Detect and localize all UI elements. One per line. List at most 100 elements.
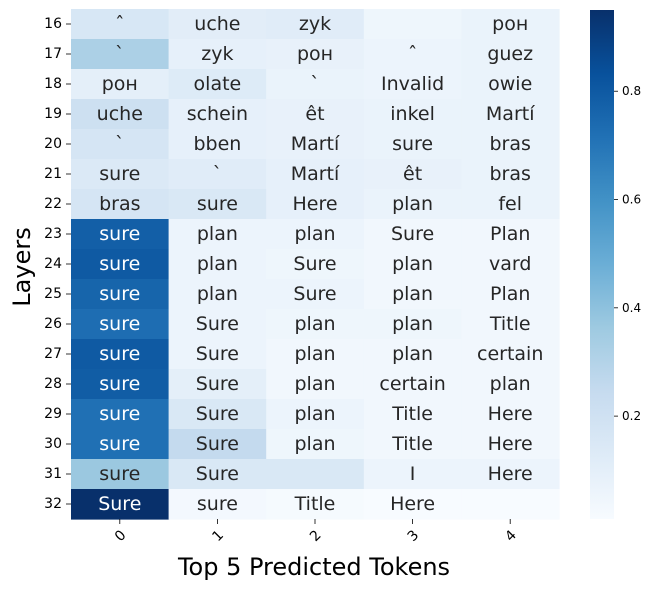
cell-token-label: plan (294, 313, 335, 335)
heatmap-cell (363, 489, 462, 520)
heatmap-cell (168, 489, 267, 520)
heatmap-cell (461, 249, 560, 280)
cell-token-label: zyk (299, 13, 331, 35)
heatmap-cell (168, 189, 267, 220)
heatmap-cell (168, 279, 267, 310)
heatmap-cell (168, 249, 267, 280)
cell-token-label: Sure (196, 313, 239, 335)
heatmap-cell (266, 429, 365, 460)
cell-token-label: owie (488, 73, 532, 95)
cell-token-label: sure (197, 493, 238, 515)
cell-token-label: sure (99, 403, 140, 425)
heatmap-cell (266, 369, 365, 400)
heatmap-cell (363, 129, 462, 160)
heatmap-cell (71, 99, 170, 130)
heatmap-cell (461, 279, 560, 310)
colorbar-tick-label: 0.6 (622, 193, 641, 207)
cell-token-label: fel (498, 193, 522, 215)
y-tick-label: 16 (44, 16, 62, 32)
cell-token-label: Martí (291, 163, 340, 185)
heatmap-cell (71, 429, 170, 460)
heatmap-cell (461, 99, 560, 130)
colorbar-tick-label: 0.2 (622, 409, 641, 423)
cell-token-label: guez (487, 43, 533, 65)
cell-token-label: plan (392, 283, 433, 305)
heatmap-cell (168, 429, 267, 460)
cell-token-label: Sure (196, 433, 239, 455)
heatmap-cell (363, 399, 462, 430)
cell-token-label: ` (115, 43, 125, 65)
heatmap-cell (71, 249, 170, 280)
y-axis-ticks: 16 17 18 19 20 21 22 23 24 25 26 27 28 29 30 31 32 (44, 16, 71, 512)
heatmap-cell (266, 399, 365, 430)
cell-token-label: ˆ (115, 13, 125, 35)
heatmap-cell (266, 279, 365, 310)
heatmap-cell (168, 459, 267, 490)
heatmap-cell (168, 159, 267, 190)
heatmap-cell (363, 309, 462, 340)
heatmap-cell (363, 369, 462, 400)
heatmap-cell (168, 219, 267, 250)
heatmap-cell (363, 189, 462, 220)
heatmap-cell (461, 399, 560, 430)
heatmap-cell (363, 99, 462, 130)
heatmap-cell (266, 9, 365, 40)
heatmap-cell (363, 459, 462, 490)
cell-token-label: bras (489, 133, 530, 155)
heatmap-cell (71, 69, 170, 100)
cell-token-label: Sure (196, 463, 239, 485)
heatmap-cell (168, 399, 267, 430)
cell-token-label: Here (488, 433, 533, 455)
cell-token-label: ` (213, 163, 223, 185)
y-tick-label: 24 (44, 256, 62, 272)
heatmap-cell (168, 309, 267, 340)
y-tick-label: 22 (44, 196, 62, 212)
cell-token-label: рон (492, 13, 528, 35)
cell-token-label: plan (197, 223, 238, 245)
x-tick-label: 3 (405, 527, 423, 545)
x-axis-title: Top 5 Predicted Tokens (177, 553, 450, 581)
cell-token-label: Sure (196, 373, 239, 395)
cell-token-label: plan (294, 433, 335, 455)
cell-token-label: ˆ (408, 43, 418, 65)
heatmap-cell (168, 129, 267, 160)
cell-token-label: Here (488, 463, 533, 485)
y-tick-label: 20 (44, 136, 62, 152)
y-tick-label: 32 (44, 496, 62, 512)
heatmap-cell (71, 219, 170, 250)
y-tick-label: 25 (44, 286, 62, 302)
heatmap-cell (363, 249, 462, 280)
cell-token-label: bras (489, 163, 530, 185)
cell-token-label: certain (477, 343, 543, 365)
x-axis-ticks: 0 1 2 3 4 (112, 519, 520, 545)
cell-token-label: Plan (490, 283, 530, 305)
cell-token-label: plan (294, 403, 335, 425)
heatmap-cell (71, 399, 170, 430)
heatmap-cell (168, 9, 267, 40)
y-axis-title: Layers (8, 227, 36, 306)
cell-token-label: uche (97, 103, 143, 125)
heatmap-cell (71, 129, 170, 160)
y-tick-label: 29 (44, 406, 62, 422)
cell-token-label: Sure (293, 253, 336, 275)
heatmap-cell (71, 369, 170, 400)
cell-token-label: plan (392, 253, 433, 275)
cell-token-label: Sure (98, 493, 141, 515)
cell-token-label: sure (99, 373, 140, 395)
cell-token-label: ` (310, 73, 320, 95)
heatmap-cell (71, 339, 170, 370)
cell-token-label: Sure (391, 223, 434, 245)
heatmap-cell (266, 39, 365, 70)
cell-token-label: plan (197, 283, 238, 305)
cell-token-label: uche (194, 13, 240, 35)
heatmap-cell (266, 459, 365, 490)
heatmap-cell (71, 309, 170, 340)
heatmap-cell (266, 159, 365, 190)
cell-token-label: sure (197, 193, 238, 215)
cell-token-label: sure (392, 133, 433, 155)
heatmap-cell (266, 219, 365, 250)
cell-token-label: vard (489, 253, 531, 275)
colorbar-tick-label: 0.4 (622, 301, 641, 315)
cell-token-label: sure (99, 223, 140, 245)
heatmap-cell (461, 219, 560, 250)
